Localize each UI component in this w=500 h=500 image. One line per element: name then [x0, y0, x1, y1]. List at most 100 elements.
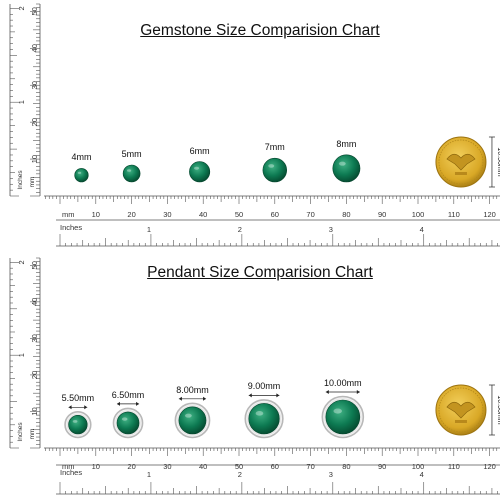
pendant-chart-title: Pendant Size Comparision Chart	[147, 264, 373, 281]
emerald-stone	[189, 161, 211, 183]
emerald-stone	[178, 406, 207, 435]
gem-size-label: 6mm	[189, 145, 210, 156]
mm-tick-label: 40	[199, 210, 207, 219]
emerald-stone	[68, 414, 88, 435]
mm-tick-label: 110	[448, 462, 460, 471]
coin-inscription-bar	[454, 420, 467, 423]
mm-tick-label: 100	[412, 462, 425, 471]
mm-tick-label: 90	[378, 210, 386, 219]
gemstone-ruler-svg: 10 20 30 40 50 1 2 mm Inches mm 10 20 30 40 50 60 70 80 90…	[9, 3, 500, 247]
vertical-mm-tick-label: 30	[30, 81, 39, 89]
horizontal-inch-ruler: Inches 1 2 3 4	[56, 219, 500, 247]
gem-0	[74, 168, 89, 183]
vertical-mm-word: mm	[29, 177, 36, 188]
gem-4	[321, 390, 365, 439]
gem-3	[244, 393, 284, 439]
mm-tick-label: 60	[271, 210, 279, 219]
gemstone-chart-title: Gemstone Size Comparision Chart	[140, 22, 380, 39]
pendant-inner-ring	[324, 398, 362, 436]
mm-tick-label: 20	[127, 210, 135, 219]
stone-highlight	[121, 417, 128, 421]
emerald-stone	[325, 399, 361, 435]
pendant-chart-panel: 10 20 30 40 50 1 2 mm Inches mm 10 20 30 40 50 60 70 80 90…	[0, 252, 500, 500]
inches-word: Inches	[60, 468, 82, 477]
gem-size-label: 8.00mm	[176, 384, 209, 395]
pendant-inner-ring	[66, 413, 89, 436]
gem-size-label: 5mm	[121, 149, 142, 159]
gem-1	[122, 164, 141, 183]
mm-tick-label: 50	[235, 462, 243, 471]
dimension-arrow-right	[276, 393, 280, 398]
dimension-arrow-left	[325, 390, 329, 394]
gem-1	[112, 401, 144, 439]
mm-tick-label: 70	[306, 462, 314, 471]
gemstone-chart-panel: 10 20 30 40 50 1 2 mm Inches mm 10 20 30 40 50 60 70 80 90…	[9, 3, 500, 247]
gem-size-label: 5.50mm	[61, 393, 95, 404]
gold-coin: 16.50mm	[435, 136, 500, 188]
mm-tick-label: 120	[483, 210, 496, 219]
gem-4	[332, 154, 361, 183]
eagle-emblem	[446, 401, 476, 419]
emerald-stone	[74, 168, 89, 183]
mm-tick-label: 20	[127, 462, 135, 471]
vertical-mm-tick-label: 50	[30, 261, 39, 269]
gem-size-label: 9.00mm	[247, 381, 281, 392]
vertical-mm-tick-label: 20	[30, 118, 39, 126]
dimension-arrow-left	[248, 393, 252, 398]
gem-3	[262, 157, 287, 183]
inch-tick-label: 1	[147, 470, 151, 479]
stone-highlight	[184, 413, 192, 418]
dimension-arrow-left	[116, 401, 120, 406]
inch-tick-label: 3	[329, 470, 333, 479]
mm-tick-label: 120	[483, 462, 496, 471]
horizontal-inch-ruler: Inches 1 2 3 4	[56, 464, 500, 495]
inch-tick-label: 4	[420, 470, 424, 479]
mm-word: mm	[62, 462, 75, 471]
inches-word: Inches	[60, 223, 82, 232]
vertical-ruler: 10 20 30 40 50 1 2 mm Inches	[9, 3, 41, 197]
vertical-mm-tick-label: 40	[30, 298, 39, 306]
stone-highlight	[338, 161, 346, 166]
vertical-inch-tick-label: 2	[17, 6, 26, 10]
mm-tick-label: 60	[271, 462, 279, 471]
emerald-stone	[248, 403, 280, 435]
coin-rim	[438, 387, 484, 433]
stone-highlight	[268, 164, 275, 168]
dimension-arrow-right	[356, 390, 360, 394]
pendant-inner-ring	[177, 405, 208, 436]
emerald-stone	[262, 157, 287, 183]
vertical-mm-tick-label: 10	[30, 155, 39, 163]
eagle-emblem	[446, 153, 476, 171]
emerald-stone	[116, 411, 140, 435]
vertical-inch-tick-label: 1	[17, 100, 26, 104]
stone-highlight	[333, 408, 342, 414]
vertical-inch-tick-label: 1	[17, 353, 26, 357]
dimension-arrow-right	[84, 405, 88, 410]
horizontal-mm-ruler: mm 10 20 30 40 50 60 70 80 90 100 110 120	[44, 447, 500, 471]
pendant-inner-ring	[115, 410, 141, 436]
vertical-inch-tick-label: 2	[17, 260, 26, 264]
mm-tick-label: 10	[92, 210, 100, 219]
emerald-stone	[122, 164, 141, 183]
vertical-ruler: 10 20 30 40 50 1 2 mm Inches	[9, 257, 41, 449]
gem-size-label: 7mm	[264, 142, 285, 153]
vertical-inches-word: Inches	[17, 422, 24, 442]
vertical-inches-word: Inches	[17, 170, 24, 190]
stone-highlight	[72, 419, 78, 423]
vertical-mm-tick-label: 30	[30, 334, 39, 342]
stone-highlight	[255, 411, 264, 416]
mm-word: mm	[62, 210, 75, 219]
mm-tick-label: 10	[92, 462, 100, 471]
inch-tick-label: 2	[238, 225, 242, 234]
dimension-arrow-left	[68, 405, 72, 410]
gold-coin: 16.50mm	[435, 384, 500, 436]
horizontal-mm-ruler: mm 10 20 30 40 50 60 70 80 90 100 110 120	[44, 195, 500, 219]
emerald-stone	[332, 154, 361, 183]
mm-tick-label: 70	[306, 210, 314, 219]
gem-size-label: 8mm	[336, 138, 357, 149]
stone-highlight	[77, 171, 82, 174]
gem-2	[189, 161, 211, 183]
inch-tick-label: 3	[329, 225, 333, 234]
vertical-mm-tick-label: 40	[30, 44, 39, 52]
mm-tick-label: 40	[199, 462, 207, 471]
